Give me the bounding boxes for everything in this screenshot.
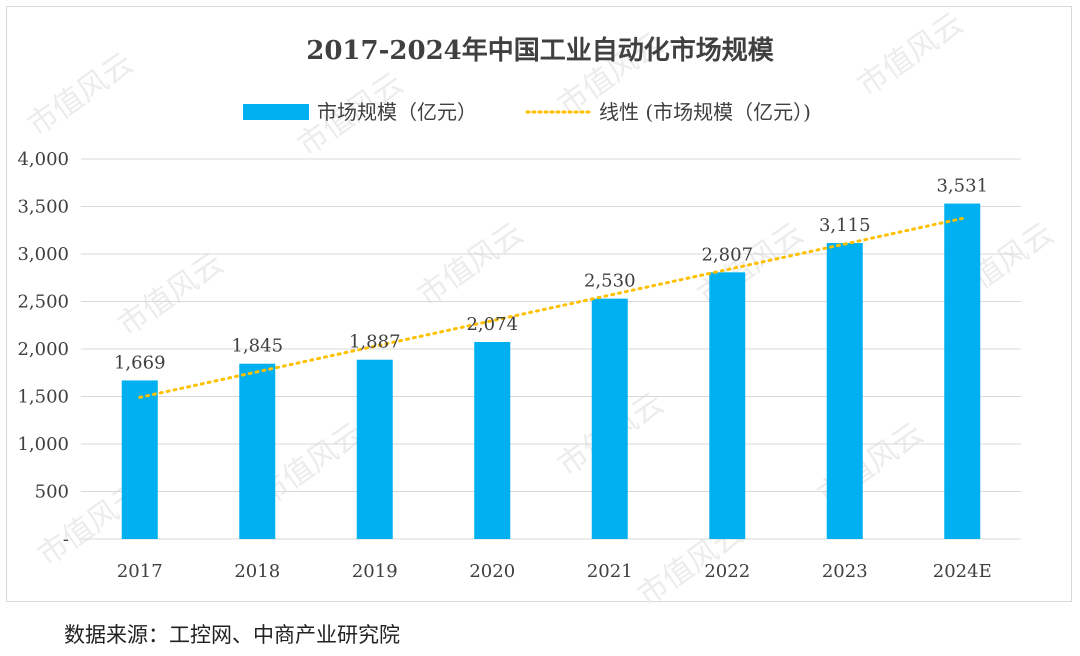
data-label: 3,115 xyxy=(819,215,871,236)
bar-2022 xyxy=(709,272,746,539)
x-tick-label: 2023 xyxy=(822,561,868,582)
data-label: 2,530 xyxy=(584,271,636,292)
y-axis-labels: - 500 1,000 1,500 2,000 2,500 3,000 3,500 4,000 xyxy=(17,149,69,550)
bar-2021 xyxy=(591,298,628,539)
chart-frame: 市值风云 市值风云 市值风云 市值风云 市值风云 市值风云 市值风云 市值风云 市值风云 市值风云… xyxy=(6,6,1072,603)
legend-bar-label: 市场规模（亿元） xyxy=(317,100,477,124)
source-note: 数据来源：工控网、中商产业研究院 xyxy=(64,623,400,647)
watermark-text: 市值风云 xyxy=(112,246,230,343)
bar-2017 xyxy=(121,380,158,539)
data-labels: 1,669 1,845 1,887 2,074 2,530 2,807 3,115 3,531 xyxy=(114,176,988,374)
bars xyxy=(121,203,981,539)
bar-2023 xyxy=(826,243,863,539)
gridlines xyxy=(81,158,1021,540)
y-tick-label: - xyxy=(63,529,69,550)
data-label: 1,845 xyxy=(231,336,283,357)
x-tick-label: 2017 xyxy=(117,561,163,582)
bar-2024e xyxy=(944,203,981,539)
x-tick-label: 2022 xyxy=(704,561,750,582)
watermark-text: 市值风云 xyxy=(852,7,970,104)
y-tick-label: 3,000 xyxy=(17,244,69,265)
trendline xyxy=(138,216,964,399)
bar-2019 xyxy=(356,359,393,539)
bar-2020 xyxy=(474,341,511,539)
chart-title: 2017-2024年中国工业自动化市场规模 xyxy=(306,35,775,66)
data-label: 1,669 xyxy=(114,352,166,373)
trendline-group xyxy=(138,216,964,399)
y-tick-label: 500 xyxy=(35,482,69,503)
watermark-text: 市值风云 xyxy=(412,216,530,313)
watermark-text: 市值风云 xyxy=(22,46,140,143)
legend-trendline-label: 线性 (市场规模（亿元）) xyxy=(599,100,811,124)
data-label: 3,531 xyxy=(936,176,988,197)
y-tick-label: 3,500 xyxy=(17,197,69,218)
legend: 市场规模（亿元） 线性 (市场规模（亿元）) xyxy=(243,100,811,124)
y-tick-label: 2,000 xyxy=(17,339,69,360)
y-tick-label: 1,000 xyxy=(17,434,69,455)
x-tick-label: 2018 xyxy=(234,561,280,582)
data-label: 1,887 xyxy=(349,332,401,353)
y-tick-label: 2,500 xyxy=(17,292,69,313)
data-label: 2,074 xyxy=(466,314,518,335)
data-label: 2,807 xyxy=(701,244,753,265)
bar-2018 xyxy=(239,363,276,539)
x-tick-label: 2020 xyxy=(469,561,515,582)
x-tick-label: 2019 xyxy=(352,561,398,582)
x-axis-labels: 2017 2018 2019 2020 2021 2022 2023 2024E xyxy=(117,561,992,582)
y-tick-label: 4,000 xyxy=(17,149,69,170)
x-tick-label: 2021 xyxy=(587,561,633,582)
x-tick-label: 2024E xyxy=(933,561,992,582)
y-tick-label: 1,500 xyxy=(17,387,69,408)
legend-bar-swatch xyxy=(243,104,309,120)
